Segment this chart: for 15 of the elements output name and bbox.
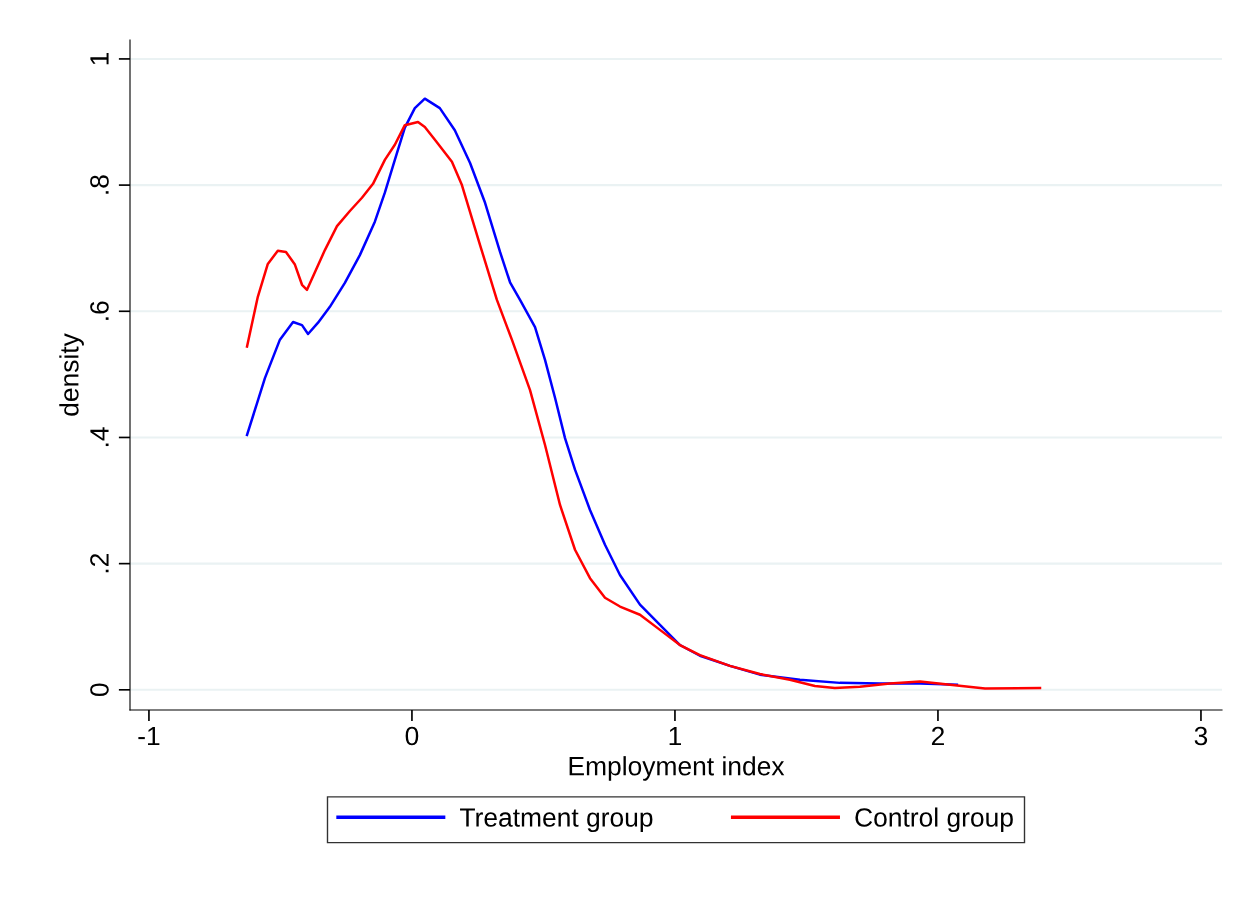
y-axis-title: density xyxy=(59,333,84,416)
x-tick-label: 1 xyxy=(669,726,681,746)
legend-label: Treatment group xyxy=(460,808,653,833)
x-tick-label: 2 xyxy=(931,726,944,746)
x-tick-label: 3 xyxy=(1194,726,1208,746)
y-tick-label: .2 xyxy=(90,553,109,573)
y-tick-label: 1 xyxy=(90,52,109,65)
y-tick-label: .8 xyxy=(90,175,109,194)
x-tick-label: -1 xyxy=(138,726,160,746)
legend-label: Control group xyxy=(855,807,1013,833)
x-axis-title: Employment index xyxy=(569,756,785,781)
x-tick-label: 0 xyxy=(405,726,419,746)
y-tick-label: .4 xyxy=(90,427,109,447)
y-tick-label: .6 xyxy=(90,301,109,320)
y-tick-label: 0 xyxy=(90,683,109,697)
